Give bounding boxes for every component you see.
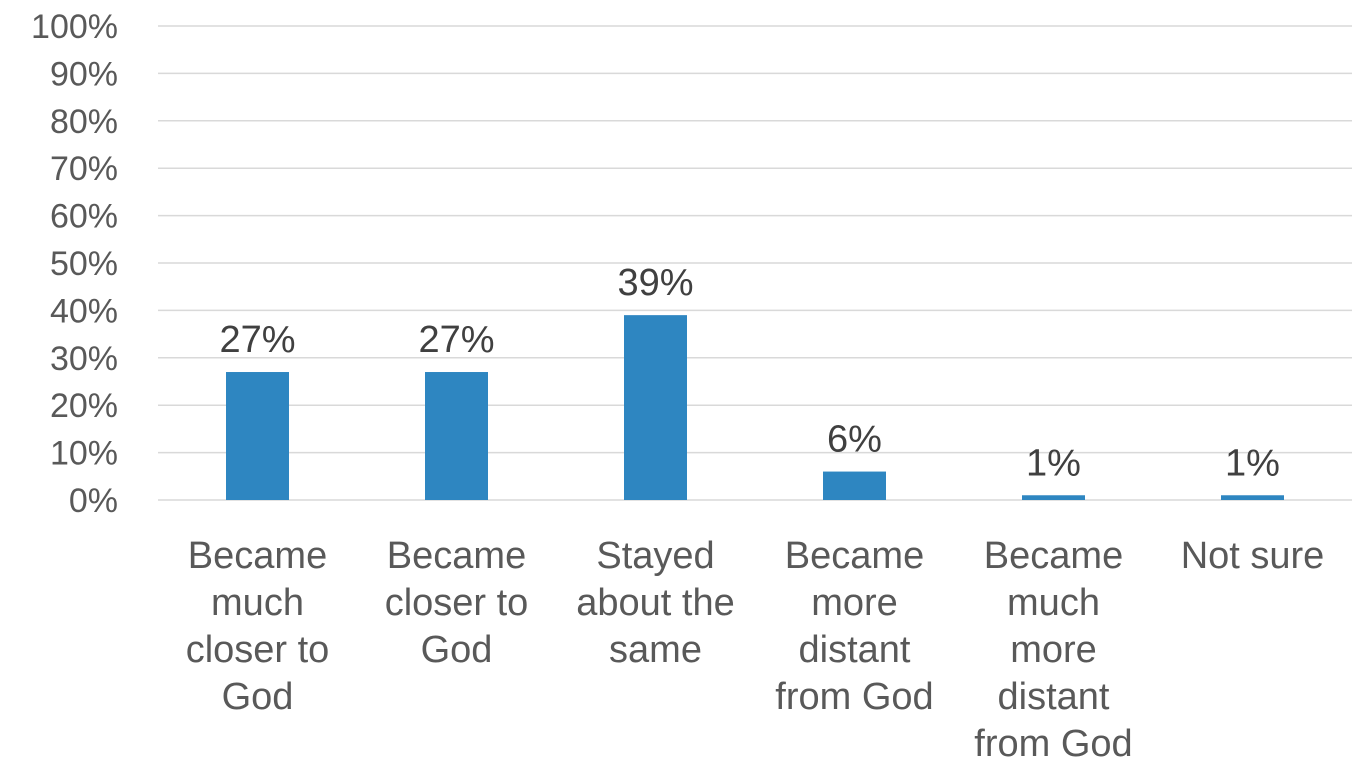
bar <box>425 372 488 500</box>
y-tick-label: 40% <box>50 292 118 330</box>
y-tick-label: 20% <box>50 387 118 425</box>
y-tick-label: 10% <box>50 435 118 473</box>
bar <box>1022 495 1085 500</box>
category-label-line: Became <box>984 535 1123 577</box>
category-label-line: God <box>222 676 294 718</box>
category-label: Became much closer to God <box>186 535 330 718</box>
category-label-line: same <box>609 629 702 671</box>
bar <box>624 315 687 500</box>
category-label-line: distant <box>998 676 1110 718</box>
category-label: Became much more distant from God <box>974 535 1132 765</box>
data-labels: 27% 27% 39% 6% 1% 1% <box>219 262 1279 484</box>
gridlines <box>158 25 1352 501</box>
category-labels: Became much closer to God Became closer to God… <box>186 535 1325 765</box>
bar <box>823 471 886 500</box>
y-tick-label: 100% <box>31 8 118 46</box>
category-label-line: Not sure <box>1181 535 1325 577</box>
category-label-line: Became <box>188 535 327 577</box>
category-label-line: closer to <box>186 629 330 671</box>
category-label-line: from God <box>775 676 933 718</box>
category-label-line: God <box>421 629 493 671</box>
category-label-line: much <box>211 582 304 624</box>
category-label-line: closer to <box>385 582 529 624</box>
bar <box>226 372 289 500</box>
y-tick-label: 80% <box>50 103 118 141</box>
category-label-line: Stayed <box>596 535 714 577</box>
category-label: Became more distant from God <box>775 535 933 718</box>
category-label-line: Became <box>785 535 924 577</box>
data-label: 6% <box>827 419 882 461</box>
y-tick-label: 60% <box>50 198 118 236</box>
category-label-line: from God <box>974 723 1132 765</box>
category-label: Became closer to God <box>385 535 529 671</box>
data-label: 1% <box>1026 442 1081 484</box>
y-tick-label: 30% <box>50 340 118 378</box>
data-label: 27% <box>219 319 295 361</box>
category-label-line: more <box>1010 629 1097 671</box>
data-label: 27% <box>418 319 494 361</box>
y-tick-label: 50% <box>50 245 118 283</box>
category-label: Stayed about the same <box>576 535 734 671</box>
category-label-line: distant <box>799 629 911 671</box>
data-label: 39% <box>617 262 693 304</box>
y-tick-label: 0% <box>69 482 118 520</box>
category-label: Not sure <box>1181 535 1325 577</box>
category-label-line: much <box>1007 582 1100 624</box>
category-label-line: Became <box>387 535 526 577</box>
bar <box>1221 495 1284 500</box>
data-label: 1% <box>1225 442 1280 484</box>
bars <box>226 315 1284 500</box>
y-tick-label: 90% <box>50 55 118 93</box>
category-label-line: more <box>811 582 898 624</box>
y-axis-tick-labels: 0% 10% 20% 30% 40% 50% 60% 70% 80% 90% 100% <box>31 8 118 520</box>
y-tick-label: 70% <box>50 150 118 188</box>
category-label-line: about the <box>576 582 734 624</box>
